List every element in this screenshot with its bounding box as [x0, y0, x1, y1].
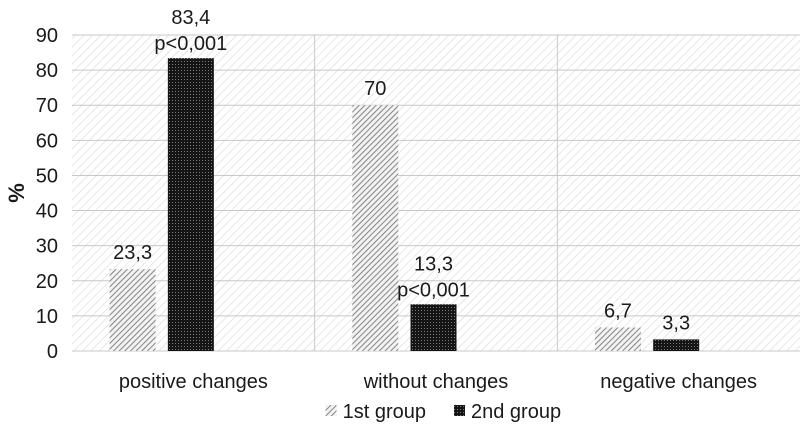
y-tick-label: 0: [47, 341, 58, 363]
bar-1st-group: [352, 105, 399, 351]
data-label: 13,3: [414, 253, 453, 275]
x-tick-label: negative changes: [600, 371, 757, 393]
data-label: 23,3: [113, 242, 152, 264]
legend-swatch: [325, 405, 337, 416]
y-tick-label: 80: [36, 60, 58, 82]
legend-swatch: [454, 405, 465, 416]
y-tick-label: 20: [36, 271, 58, 293]
p-value-annotation: p<0,001: [154, 33, 227, 55]
data-label: 3,3: [662, 312, 690, 334]
y-axis-label: %: [4, 183, 29, 203]
data-label: 6,7: [604, 300, 632, 322]
p-value-annotation: p<0,001: [397, 279, 470, 301]
y-tick-label: 60: [36, 130, 58, 152]
data-label: 70: [364, 78, 386, 100]
bar-2nd-group: [410, 304, 457, 351]
bar-2nd-group: [653, 339, 700, 351]
y-tick-label: 50: [36, 165, 58, 187]
bars: [109, 58, 700, 351]
y-tick-label: 70: [36, 95, 58, 117]
legend-label: 2nd group: [471, 401, 561, 423]
y-axis-tick-labels: 0 10 20 30 40 50 60 70 80 90: [36, 25, 58, 363]
legend: 1st group 2nd group: [325, 401, 561, 423]
legend-label: 1st group: [343, 401, 426, 423]
y-tick-label: 30: [36, 236, 58, 258]
data-labels: 23,3 83,4 p<0,001 70 13,3 p<0,001 6,7 3,3: [113, 7, 690, 334]
bar-2nd-group: [167, 58, 214, 351]
y-tick-label: 40: [36, 201, 58, 223]
bar-1st-group: [109, 269, 156, 351]
x-axis-tick-labels: positive changes without changes negative …: [119, 371, 757, 393]
bar-1st-group: [594, 327, 641, 351]
x-tick-label: positive changes: [119, 371, 268, 393]
x-tick-label: without changes: [363, 371, 509, 393]
y-tick-label: 10: [36, 306, 58, 328]
y-tick-label: 90: [36, 25, 58, 47]
data-label: 83,4: [171, 7, 210, 29]
